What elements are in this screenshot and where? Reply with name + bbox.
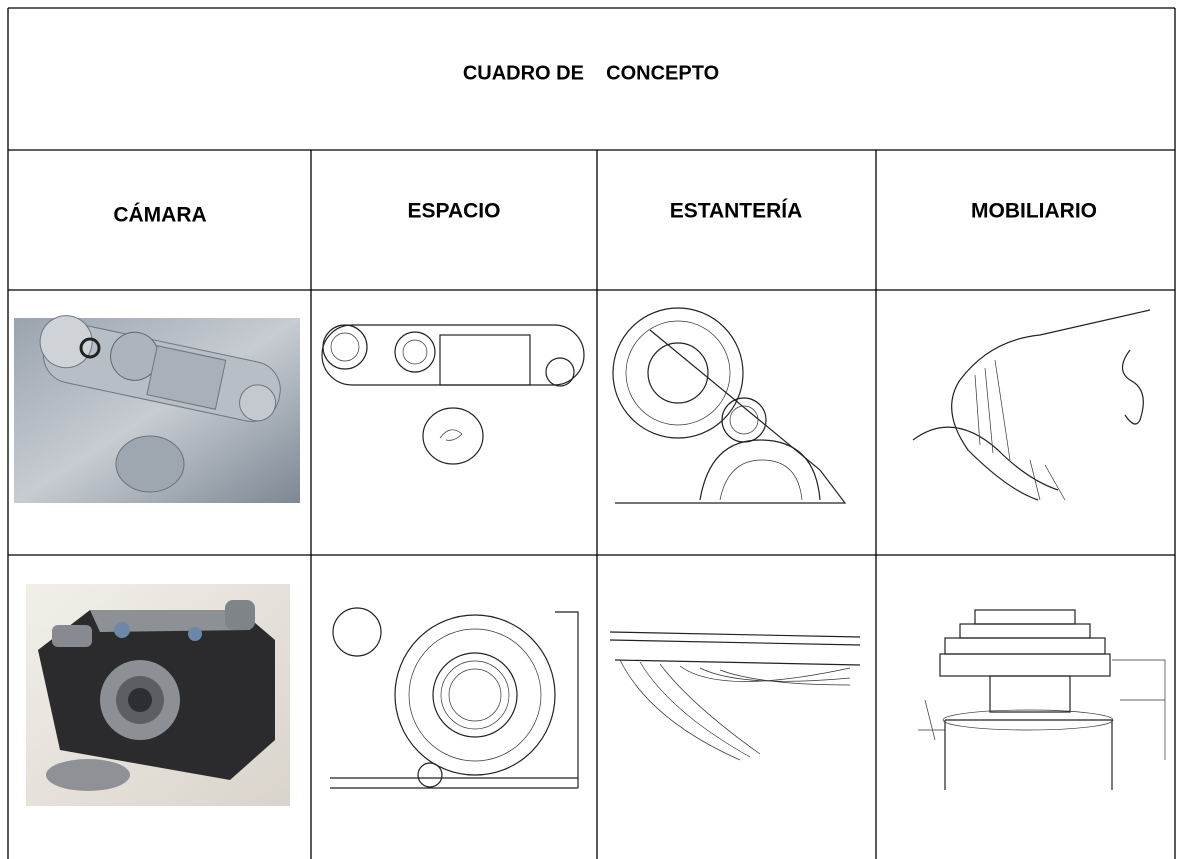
column-header: ESTANTERÍA: [670, 200, 803, 223]
column-header: MOBILIARIO: [971, 200, 1097, 223]
table-title: CUADRO DE CONCEPTO: [463, 62, 719, 84]
column-header: CÁMARA: [113, 204, 206, 227]
table-grid: [7, 7, 1176, 859]
line-drawing: [612, 307, 847, 504]
line-drawing: [330, 607, 579, 789]
line-drawing: [912, 309, 1151, 501]
camera-render-top: [14, 315, 300, 503]
line-drawing: [918, 609, 1166, 790]
line-drawing: [609, 631, 861, 761]
camera-render-front: [26, 584, 290, 806]
column-header: ESPACIO: [408, 200, 501, 223]
line-drawing: [321, 324, 585, 465]
